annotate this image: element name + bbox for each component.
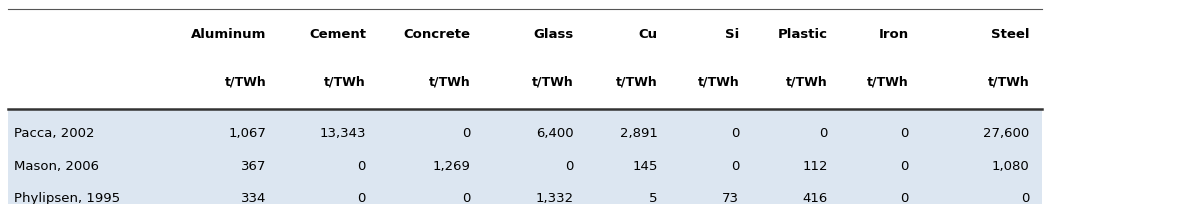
- Text: 1,067: 1,067: [228, 127, 266, 140]
- Text: 0: 0: [900, 160, 908, 173]
- Text: 0: 0: [900, 127, 908, 140]
- Text: Steel: Steel: [991, 28, 1030, 41]
- Text: 0: 0: [462, 127, 470, 140]
- Bar: [8, 109, 1042, 144]
- Text: Concrete: Concrete: [403, 28, 470, 41]
- Text: 145: 145: [632, 160, 658, 173]
- Text: t/TWh: t/TWh: [697, 75, 739, 88]
- Text: 367: 367: [241, 160, 266, 173]
- Text: 112: 112: [803, 160, 828, 173]
- Text: 416: 416: [803, 192, 828, 204]
- Text: 0: 0: [731, 160, 739, 173]
- Text: Phylipsen, 1995: Phylipsen, 1995: [14, 192, 120, 204]
- Text: t/TWh: t/TWh: [866, 75, 908, 88]
- Text: Iron: Iron: [878, 28, 908, 41]
- Bar: [8, 176, 1042, 204]
- Text: 73: 73: [722, 192, 739, 204]
- Text: Aluminum: Aluminum: [191, 28, 266, 41]
- Bar: [8, 144, 1042, 176]
- Text: t/TWh: t/TWh: [532, 75, 574, 88]
- Text: t/TWh: t/TWh: [324, 75, 366, 88]
- Text: 0: 0: [820, 127, 828, 140]
- Text: 13,343: 13,343: [319, 127, 366, 140]
- Text: 0: 0: [358, 160, 366, 173]
- Text: 334: 334: [241, 192, 266, 204]
- Text: Cement: Cement: [310, 28, 366, 41]
- Text: Cu: Cu: [638, 28, 658, 41]
- Text: 1,080: 1,080: [992, 160, 1030, 173]
- Text: t/TWh: t/TWh: [224, 75, 266, 88]
- Text: 0: 0: [900, 192, 908, 204]
- Text: Si: Si: [725, 28, 739, 41]
- Text: 0: 0: [358, 192, 366, 204]
- Text: Pacca, 2002: Pacca, 2002: [14, 127, 95, 140]
- Text: 0: 0: [462, 192, 470, 204]
- Text: 0: 0: [731, 127, 739, 140]
- Text: 1,269: 1,269: [432, 160, 470, 173]
- Text: 0: 0: [565, 160, 574, 173]
- Text: 27,600: 27,600: [983, 127, 1030, 140]
- Text: 6,400: 6,400: [536, 127, 574, 140]
- Text: Plastic: Plastic: [778, 28, 828, 41]
- Text: t/TWh: t/TWh: [988, 75, 1030, 88]
- Text: Glass: Glass: [533, 28, 574, 41]
- Text: 1,332: 1,332: [535, 192, 574, 204]
- Text: 5: 5: [649, 192, 658, 204]
- Text: 2,891: 2,891: [619, 127, 658, 140]
- Text: t/TWh: t/TWh: [428, 75, 470, 88]
- Text: 0: 0: [1021, 192, 1030, 204]
- Text: t/TWh: t/TWh: [786, 75, 828, 88]
- Text: t/TWh: t/TWh: [616, 75, 658, 88]
- Text: Mason, 2006: Mason, 2006: [14, 160, 100, 173]
